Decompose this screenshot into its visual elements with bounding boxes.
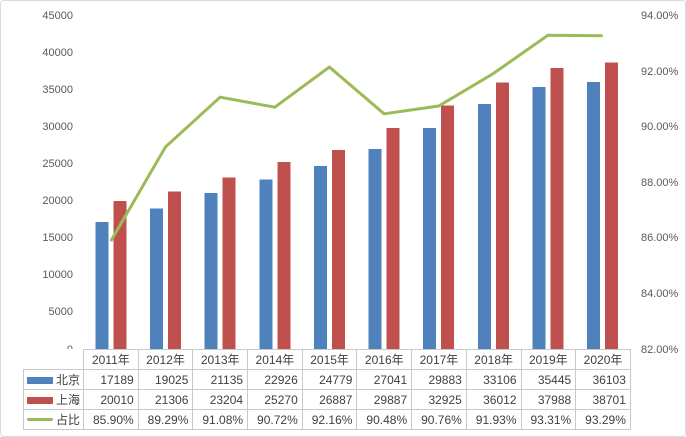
primary-axis-tick-label: 30000 xyxy=(42,121,73,134)
value-cell-shanghai: 26887 xyxy=(301,389,358,410)
primary-axis-tick-label: 35000 xyxy=(42,84,73,97)
value-cell-zhanbi: 91.08% xyxy=(192,409,249,430)
value-cell-shanghai: 20010 xyxy=(83,389,139,410)
legend-cell-shanghai: 上海 xyxy=(23,389,84,410)
bar-beijing-3 xyxy=(204,192,218,350)
year-header-cell: 2011年 xyxy=(83,349,139,370)
bar-beijing-9 xyxy=(532,86,546,350)
value-cell-shanghai: 36012 xyxy=(465,389,522,410)
bar-shanghai-8 xyxy=(495,82,509,350)
bar-shanghai-5 xyxy=(331,150,345,350)
value-cell-shanghai: 25270 xyxy=(247,389,303,410)
primary-axis-tick-label: 25000 xyxy=(42,158,73,171)
year-header-cell: 2014年 xyxy=(247,349,303,370)
bar-shanghai-10 xyxy=(605,62,619,350)
value-cell-zhanbi: 85.90% xyxy=(83,409,139,430)
year-header-cell: 2020年 xyxy=(575,349,631,370)
value-cell-zhanbi: 93.29% xyxy=(575,409,631,430)
table-row-shanghai: 上海 20010 21306 23204 25270 26887 29887 32925 360… xyxy=(23,389,631,410)
year-header-cell: 2012年 xyxy=(137,349,194,370)
series-name-label: 上海 xyxy=(56,393,81,407)
bar-beijing-10 xyxy=(587,81,601,350)
value-cell-shanghai: 32925 xyxy=(411,389,467,410)
table-header-row: 2011年 2012年 2013年 2014年 2015年 2016年 2017年 2018年… xyxy=(24,349,631,370)
bar-beijing-8 xyxy=(477,104,491,350)
primary-axis-tick-label: 5000 xyxy=(48,306,73,319)
primary-axis-tick-label: 40000 xyxy=(42,47,73,60)
value-cell-zhanbi: 92.16% xyxy=(301,409,358,430)
value-cell-shanghai: 21306 xyxy=(137,389,194,410)
legend-key-beijing-swatch-icon xyxy=(27,377,53,384)
legend-key-shanghai-swatch-icon xyxy=(27,397,53,404)
bar-shanghai-4 xyxy=(277,162,291,350)
bar-beijing-4 xyxy=(259,179,273,350)
primary-axis-tick-label: 20000 xyxy=(42,195,73,208)
value-cell-zhanbi: 90.48% xyxy=(356,409,413,430)
value-cell-beijing: 33106 xyxy=(465,369,522,390)
secondary-axis-tick-label: 92.00% xyxy=(641,65,679,78)
value-cell-shanghai: 38701 xyxy=(575,389,631,410)
bar-shanghai-7 xyxy=(441,105,455,350)
bar-beijing-6 xyxy=(368,149,382,350)
bar-beijing-2 xyxy=(150,208,163,350)
secondary-axis-tick-label: 90.00% xyxy=(641,121,679,134)
value-cell-beijing: 35445 xyxy=(520,369,577,390)
series-name-label: 占比 xyxy=(56,413,81,427)
year-header-cell: 2017年 xyxy=(411,349,467,370)
table-corner-cell xyxy=(24,350,84,370)
year-header-cell: 2013年 xyxy=(192,349,249,370)
value-cell-shanghai: 29887 xyxy=(356,389,413,410)
legend-cell-zhanbi: 占比 xyxy=(23,409,84,430)
value-cell-beijing: 27041 xyxy=(356,369,413,390)
bar-shanghai-3 xyxy=(222,177,236,350)
year-header-cell: 2018年 xyxy=(465,349,522,370)
value-cell-shanghai: 23204 xyxy=(192,389,249,410)
value-cell-zhanbi: 89.29% xyxy=(137,409,194,430)
primary-axis-tick-label: 10000 xyxy=(42,269,73,282)
value-cell-zhanbi: 90.72% xyxy=(247,409,303,430)
secondary-axis-tick-label: 82.00% xyxy=(641,343,679,356)
bar-beijing-1 xyxy=(95,222,109,350)
value-cell-beijing: 36103 xyxy=(575,369,631,390)
chart-data-table: 2011年 2012年 2013年 2014年 2015年 2016年 2017年 2018年… xyxy=(23,349,631,430)
bar-shanghai-2 xyxy=(168,191,181,350)
value-cell-beijing: 22926 xyxy=(247,369,303,390)
value-cell-beijing: 21135 xyxy=(192,369,249,390)
ratio-line xyxy=(109,33,603,242)
bar-shanghai-9 xyxy=(550,68,564,350)
table-row-zhanbi: 占比 85.90% 89.29% 91.08% 90.72% 92.16% 90.48% 90… xyxy=(23,409,631,430)
secondary-axis-tick-label: 84.00% xyxy=(641,287,679,300)
primary-axis-tick-label: 15000 xyxy=(42,232,73,245)
value-cell-beijing: 17189 xyxy=(83,369,139,390)
bar-shanghai-6 xyxy=(386,128,400,350)
year-header-cell: 2019年 xyxy=(520,349,577,370)
year-header-cell: 2016年 xyxy=(356,349,413,370)
secondary-axis-tick-label: 94.00% xyxy=(641,10,679,22)
bar-beijing-5 xyxy=(313,165,327,350)
value-cell-zhanbi: 93.31% xyxy=(520,409,577,430)
legend-cell-beijing: 北京 xyxy=(23,369,84,390)
secondary-axis-tick-label: 86.00% xyxy=(641,232,679,245)
legend-key-zhanbi-line-icon xyxy=(27,418,53,421)
value-cell-zhanbi: 91.93% xyxy=(465,409,522,430)
primary-axis-tick-label: 45000 xyxy=(42,10,73,22)
table-row-beijing: 北京 17189 19025 21135 22926 24779 27041 29883 331… xyxy=(23,369,631,390)
value-cell-beijing: 29883 xyxy=(411,369,467,390)
bar-beijing-7 xyxy=(423,128,437,350)
series-name-label: 北京 xyxy=(56,373,81,387)
value-cell-beijing: 24779 xyxy=(301,369,358,390)
value-cell-shanghai: 37988 xyxy=(520,389,577,410)
value-cell-beijing: 19025 xyxy=(137,369,194,390)
year-header-cell: 2015年 xyxy=(301,349,358,370)
bar-shanghai-1 xyxy=(113,201,127,350)
value-cell-zhanbi: 90.76% xyxy=(411,409,467,430)
secondary-axis-tick-label: 88.00% xyxy=(641,176,679,189)
